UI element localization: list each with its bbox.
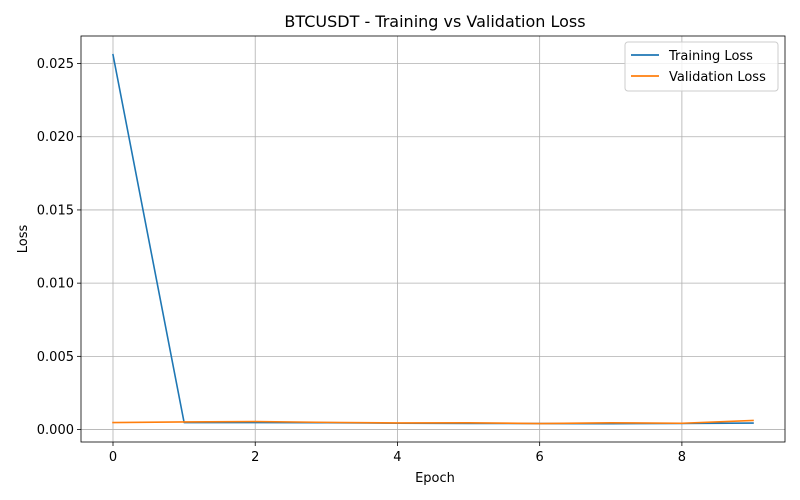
chart-title: BTCUSDT - Training vs Validation Loss	[284, 12, 585, 31]
y-tick-label: 0.015	[37, 203, 74, 218]
axis-ticks: 0 2 4 6 8 0.000 0.005 0.010 0.015 0.020 0.025	[37, 57, 686, 465]
plot-frame	[80, 35, 786, 443]
y-tick-label: 0.020	[37, 130, 74, 145]
y-tick-label: 0.000	[37, 423, 74, 438]
validation-loss-line	[112, 419, 754, 425]
series-lines	[112, 53, 754, 425]
x-tick-label: 6	[536, 450, 544, 465]
y-tick-label: 0.010	[37, 277, 74, 292]
legend: Training Loss Validation Loss	[624, 41, 779, 92]
x-axis-label: Epoch	[415, 471, 455, 486]
legend-label-training: Training Loss	[668, 49, 753, 64]
legend-label-validation: Validation Loss	[669, 70, 766, 85]
x-tick-label: 2	[251, 450, 259, 465]
x-tick-label: 0	[109, 450, 117, 465]
legend-box	[624, 41, 779, 92]
y-tick-label: 0.005	[37, 350, 74, 365]
x-tick-label: 8	[678, 450, 686, 465]
x-tick-label: 4	[393, 450, 401, 465]
y-axis-label: Loss	[16, 225, 31, 254]
y-tick-label: 0.025	[37, 57, 74, 72]
